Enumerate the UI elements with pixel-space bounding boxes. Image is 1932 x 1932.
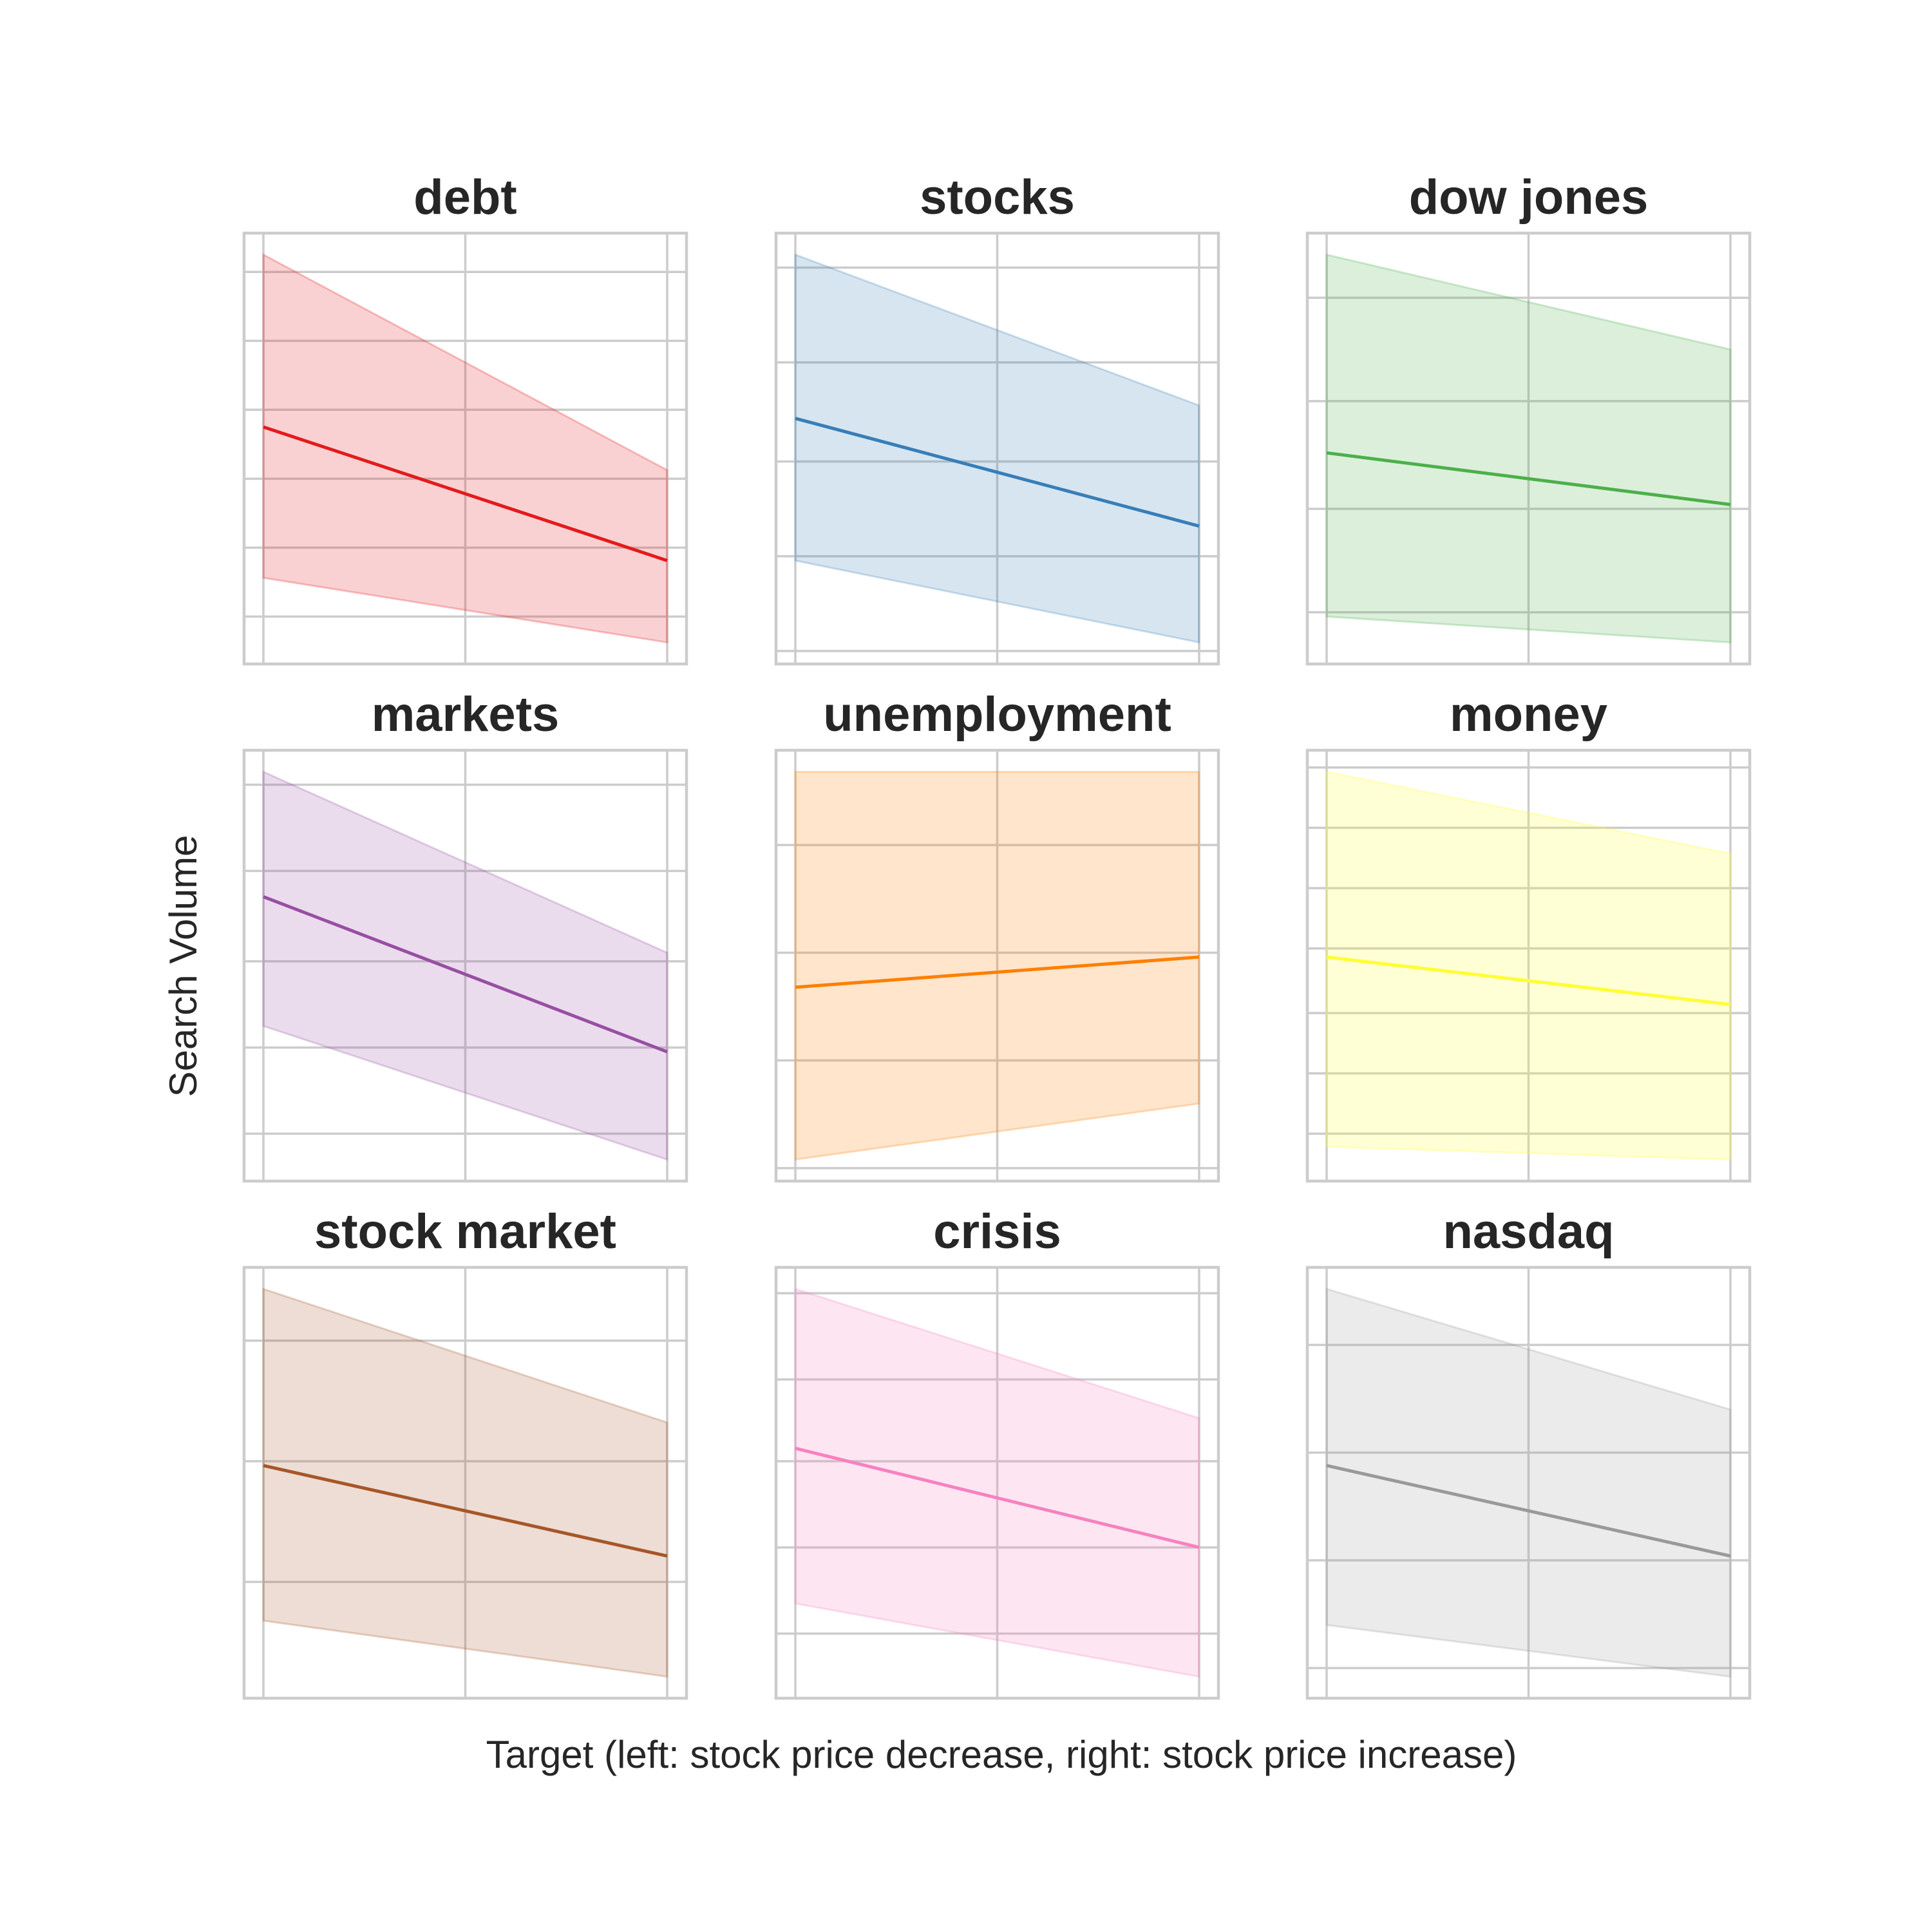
panel-markets: markets — [242, 687, 688, 1183]
panel-stocks: stocks — [774, 170, 1220, 666]
panel-frame — [242, 748, 688, 1183]
confidence-band-stock-market — [262, 1287, 668, 1678]
mean-line-money — [1326, 955, 1731, 1007]
panels: debt stocks dow jones markets unemployment mo… — [242, 170, 1752, 1700]
confidence-band-markets — [262, 770, 668, 1161]
mean-line-crisis — [795, 1446, 1200, 1549]
mean-line-stock-market — [263, 1464, 668, 1558]
confidence-band-money — [1325, 770, 1732, 1161]
mean-line-markets — [263, 895, 668, 1054]
x-axis-label: Target (left: stock price decrease, righ… — [486, 1733, 1517, 1776]
panel-title-unemployment: unemployment — [823, 687, 1171, 742]
panel-title-nasdaq: nasdaq — [1443, 1204, 1614, 1259]
panel-title-crisis: crisis — [933, 1204, 1061, 1259]
panel-frame — [1305, 748, 1752, 1183]
y-axis-label: Search Volume — [162, 835, 205, 1097]
panel-frame — [1305, 1265, 1752, 1700]
panel-title-dow-jones: dow jones — [1409, 170, 1649, 225]
panel-title-money: money — [1450, 687, 1607, 742]
panel-title-stocks: stocks — [920, 170, 1075, 225]
mean-line-nasdaq — [1326, 1464, 1731, 1558]
panel-title-markets: markets — [372, 687, 560, 742]
panel-frame — [774, 231, 1220, 666]
mean-line-dow-jones — [1326, 451, 1731, 506]
panel-dow-jones: dow jones — [1305, 170, 1752, 666]
panel-frame — [774, 1265, 1220, 1700]
panel-frame — [242, 1265, 688, 1700]
panel-stock-market: stock market — [242, 1204, 688, 1700]
panel-nasdaq: nasdaq — [1305, 1204, 1752, 1700]
panel-frame — [1305, 231, 1752, 666]
panel-title-stock-market: stock market — [314, 1204, 616, 1259]
panel-unemployment: unemployment — [774, 687, 1220, 1183]
panel-debt: debt — [242, 170, 688, 666]
confidence-band-crisis — [794, 1287, 1200, 1678]
confidence-band-dow-jones — [1325, 253, 1732, 644]
panel-money: money — [1305, 687, 1752, 1183]
confidence-band-debt — [262, 252, 668, 644]
panel-frame — [774, 748, 1220, 1183]
confidence-band-stocks — [794, 253, 1200, 644]
mean-line-unemployment — [795, 955, 1200, 989]
confidence-band-nasdaq — [1325, 1287, 1732, 1678]
mean-line-stocks — [795, 417, 1200, 528]
panel-frame — [242, 231, 688, 666]
panel-crisis: crisis — [774, 1204, 1220, 1700]
panel-title-debt: debt — [413, 170, 516, 225]
confidence-band-unemployment — [794, 770, 1200, 1161]
mean-line-debt — [263, 425, 668, 562]
